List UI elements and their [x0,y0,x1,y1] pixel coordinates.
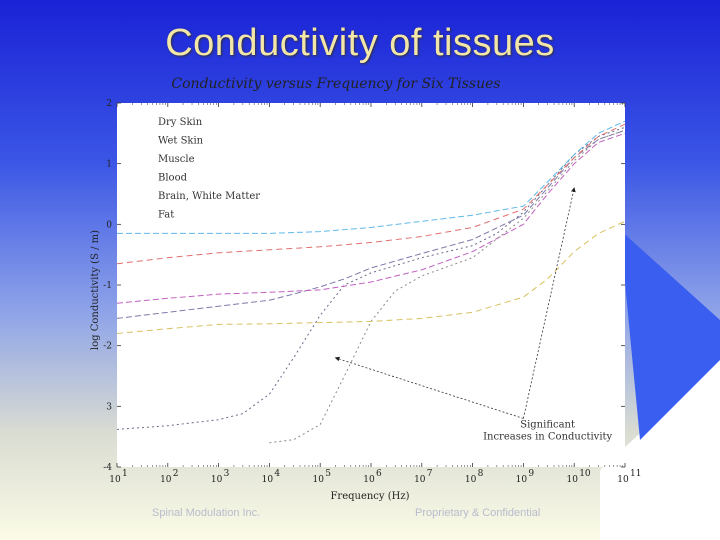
y-tick-label-2: 0 [106,220,112,230]
x-tick-exp-5: 6 [376,469,382,479]
x-tick-label-8: 10 [516,475,528,485]
series-line-wet-skin [116,129,626,319]
annotation-arrow-1 [523,187,576,419]
series-line-blood [116,123,626,265]
legend-entry-wet-skin: Wet Skin [158,136,204,147]
y-tick-label-1: 1 [106,160,112,170]
footer-company: Spinal Modulation Inc. [152,507,261,519]
x-tick-exp-1: 2 [173,469,179,479]
x-tick-exp-0: 1 [122,469,128,479]
legend-entry-muscle: Muscle [158,154,195,165]
series-line-fat [116,220,626,334]
y-tick-label-0: 2 [106,99,112,109]
x-tick-exp-7: 8 [478,469,484,479]
x-tick-label-9: 10 [566,475,578,485]
x-tick-exp-9: 10 [579,469,591,479]
chart-title: Conductivity versus Frequency for Six Ti… [171,76,500,92]
x-tick-exp-6: 7 [427,469,433,479]
annotation-arrow-0 [334,356,524,419]
x-tick-exp-4: 5 [325,469,331,479]
annotation-text-0: Significant [520,420,575,431]
x-tick-label-3: 10 [262,475,274,485]
y-tick-label-3: -1 [103,281,112,291]
legend-entry-brain-white-matter: Brain, White Matter [158,191,260,202]
y-axis-label: log Conductivity (S / m) [90,230,101,350]
slide-title: Conductivity of tissues [165,22,555,64]
series-line-muscle [116,132,626,304]
y-tick-label-5: 3 [106,402,112,412]
annotation-text-1: Increases in Conductivity [483,432,612,443]
x-tick-label-10: 10 [617,475,629,485]
series-line-unnamed-6 [117,120,626,234]
x-tick-label-2: 10 [211,475,223,485]
plot-area [117,103,625,467]
x-tick-label-1: 10 [160,475,172,485]
slide-fold-white [600,360,720,540]
x-tick-label-7: 10 [465,475,477,485]
x-tick-label-0: 10 [109,475,121,485]
slide-fold-blue [620,230,720,440]
y-tick-label-4: -2 [103,342,112,352]
legend-entry-fat: Fat [158,210,174,221]
series-line-brain-white-matter [269,129,626,444]
x-tick-label-6: 10 [414,475,426,485]
x-tick-exp-3: 4 [274,469,280,479]
footer-confidential: Proprietary & Confidential [415,507,541,519]
x-tick-label-4: 10 [312,475,324,485]
series-line-dry-skin [116,126,626,430]
series-layer [116,120,626,444]
y-tick-label-6: -4 [103,463,112,473]
x-axis-label: Frequency (Hz) [330,491,409,502]
x-tick-label-5: 10 [363,475,375,485]
legend: Dry Skin Wet Skin Muscle Blood Brain, White … [158,117,260,221]
legend-entry-blood: Blood [158,173,188,184]
x-tick-exp-8: 9 [528,469,534,479]
axis-ticks: 10110210310410510610710810910101011210-1… [103,99,641,485]
legend-entry-dry-skin: Dry Skin [158,117,203,128]
x-tick-exp-10: 11 [630,469,641,479]
x-tick-exp-2: 3 [224,469,230,479]
